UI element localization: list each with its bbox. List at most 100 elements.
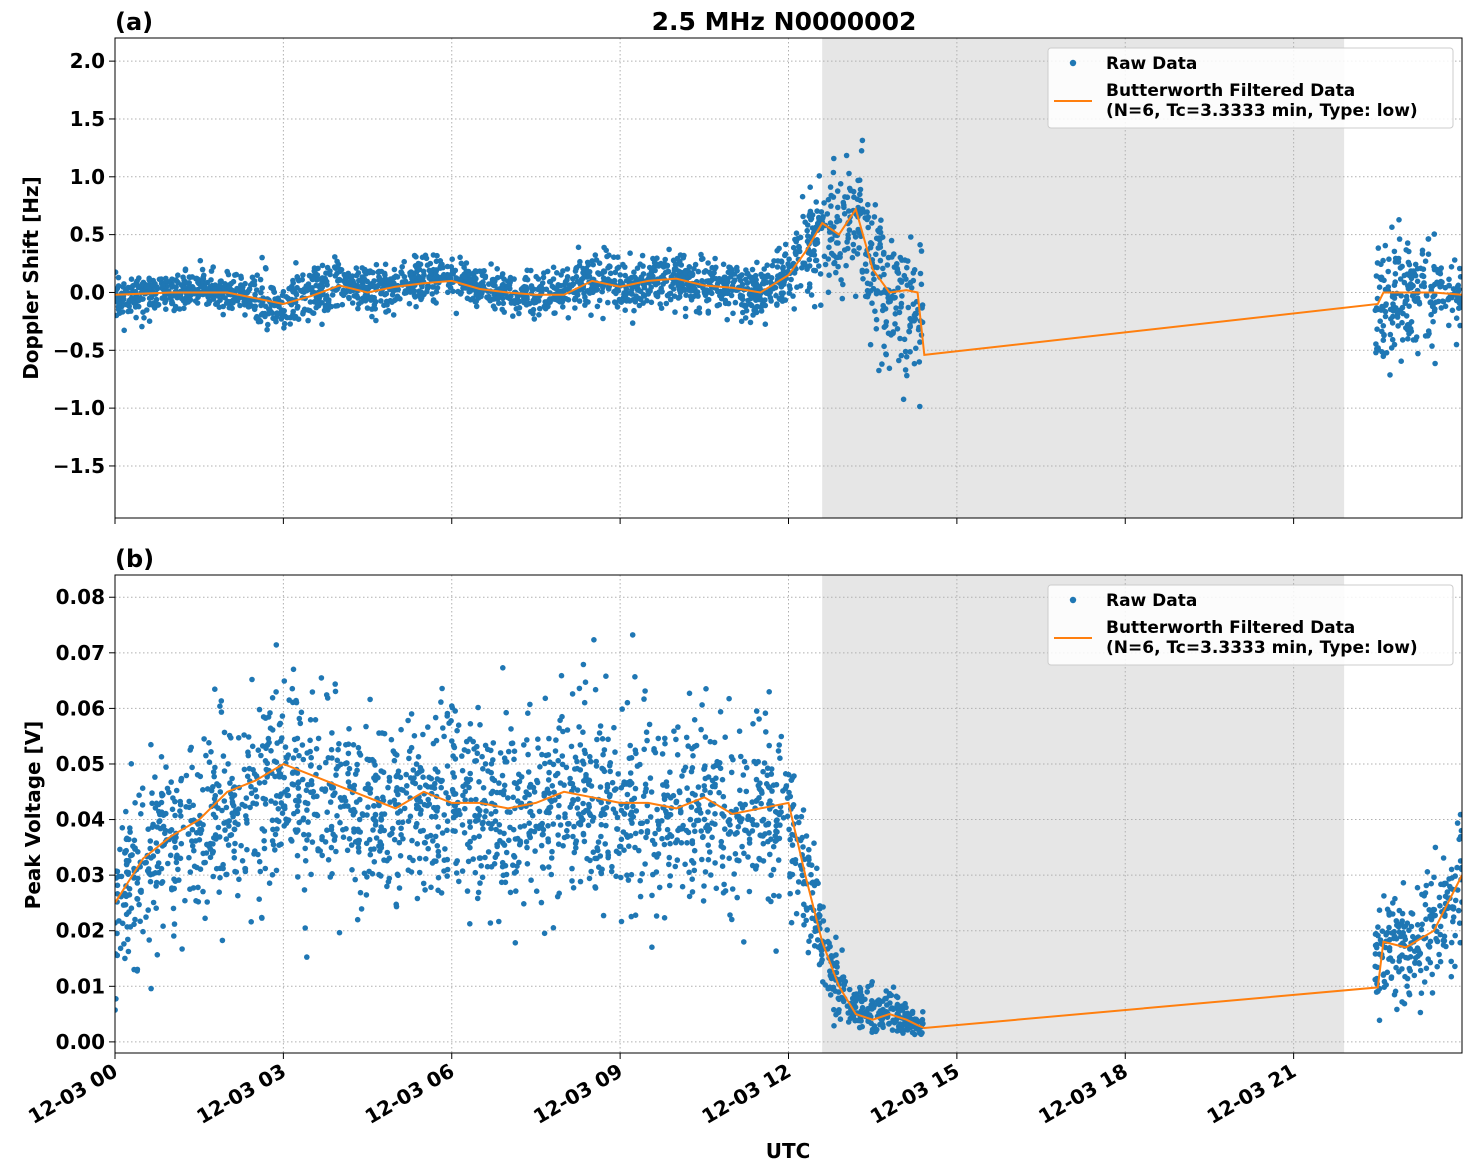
raw-data-point — [470, 738, 477, 745]
raw-data-point — [355, 295, 361, 301]
raw-data-point — [385, 784, 391, 791]
raw-data-point — [571, 823, 577, 830]
raw-data-point — [814, 208, 820, 214]
raw-data-point — [734, 268, 740, 274]
raw-data-point — [702, 787, 708, 793]
raw-data-point — [115, 930, 120, 937]
raw-data-point — [592, 686, 599, 693]
raw-data-point — [356, 849, 362, 855]
raw-data-point — [330, 831, 337, 838]
raw-data-point — [597, 784, 604, 790]
raw-data-point — [482, 761, 489, 767]
raw-data-point — [537, 822, 544, 829]
raw-data-point — [696, 806, 703, 813]
raw-data-point — [774, 264, 781, 270]
y-tick-label: 1.5 — [70, 107, 105, 131]
raw-data-point — [546, 769, 552, 776]
raw-data-point — [173, 787, 180, 794]
raw-data-point — [558, 282, 564, 289]
raw-data-point — [1408, 910, 1414, 916]
raw-data-point — [627, 742, 633, 749]
raw-data-point — [150, 821, 156, 828]
raw-data-point — [863, 268, 870, 274]
raw-data-point — [308, 754, 315, 761]
raw-data-point — [869, 300, 875, 307]
raw-data-point — [1412, 959, 1418, 966]
raw-data-point — [1386, 956, 1392, 962]
raw-data-point — [602, 841, 608, 847]
raw-data-point — [1422, 901, 1429, 908]
raw-data-point — [451, 744, 458, 751]
raw-data-point — [705, 856, 712, 863]
raw-data-point — [204, 841, 210, 848]
raw-data-point — [1407, 968, 1413, 974]
raw-data-point — [790, 293, 796, 299]
legend-box-b — [1047, 584, 1454, 666]
raw-data-point — [1431, 231, 1438, 237]
raw-data-point — [487, 920, 494, 926]
raw-data-point — [243, 795, 250, 801]
raw-data-point — [762, 321, 769, 328]
raw-data-point — [884, 262, 891, 268]
raw-data-point — [428, 884, 434, 891]
raw-data-point — [147, 845, 153, 852]
raw-data-point — [705, 809, 711, 815]
raw-data-point — [379, 277, 385, 284]
raw-data-point — [494, 294, 501, 301]
raw-data-point — [241, 299, 247, 305]
raw-data-point — [770, 866, 777, 873]
raw-data-point — [226, 732, 233, 739]
raw-data-point — [664, 292, 671, 299]
raw-data-point — [429, 291, 436, 297]
raw-data-point — [420, 827, 427, 834]
raw-data-point — [193, 830, 200, 836]
raw-data-point — [710, 764, 717, 770]
raw-data-point — [143, 859, 149, 866]
raw-data-point — [223, 819, 230, 825]
raw-data-point — [620, 261, 626, 268]
raw-data-point — [627, 833, 634, 839]
raw-data-point — [314, 793, 320, 800]
raw-data-point — [802, 219, 808, 225]
raw-data-point — [1437, 923, 1444, 930]
raw-data-point — [262, 801, 269, 807]
raw-data-point — [297, 720, 304, 727]
raw-data-point — [496, 300, 502, 307]
raw-data-point — [318, 675, 325, 681]
raw-data-point — [1421, 979, 1428, 985]
raw-data-point — [835, 204, 841, 211]
raw-data-point — [177, 808, 183, 814]
raw-data-point — [751, 758, 757, 765]
raw-data-point — [503, 849, 510, 856]
raw-data-point — [685, 829, 692, 836]
raw-data-point — [483, 808, 489, 814]
raw-data-point — [157, 811, 163, 818]
raw-data-point — [468, 797, 474, 803]
raw-data-point — [1386, 910, 1392, 917]
raw-data-point — [273, 867, 280, 874]
raw-data-point — [532, 294, 538, 301]
raw-data-point — [856, 1024, 863, 1031]
raw-data-point — [742, 827, 748, 833]
raw-data-point — [626, 843, 632, 849]
raw-data-point — [549, 783, 556, 789]
raw-data-point — [1448, 866, 1455, 873]
raw-data-point — [667, 769, 673, 775]
raw-data-point — [340, 834, 347, 840]
raw-data-point — [794, 284, 800, 291]
raw-data-point — [663, 779, 670, 785]
raw-data-point — [313, 746, 320, 752]
raw-data-point — [296, 715, 303, 722]
raw-data-point — [466, 289, 473, 295]
raw-data-point — [232, 272, 238, 278]
raw-data-point — [427, 832, 434, 839]
raw-data-point — [580, 661, 587, 668]
raw-data-point — [738, 318, 745, 325]
raw-data-point — [502, 879, 509, 886]
raw-data-point — [218, 709, 225, 715]
raw-data-point — [580, 809, 587, 816]
raw-data-point — [1391, 341, 1398, 348]
raw-data-point — [865, 291, 872, 297]
raw-data-point — [1451, 257, 1458, 263]
raw-data-point — [827, 220, 834, 226]
